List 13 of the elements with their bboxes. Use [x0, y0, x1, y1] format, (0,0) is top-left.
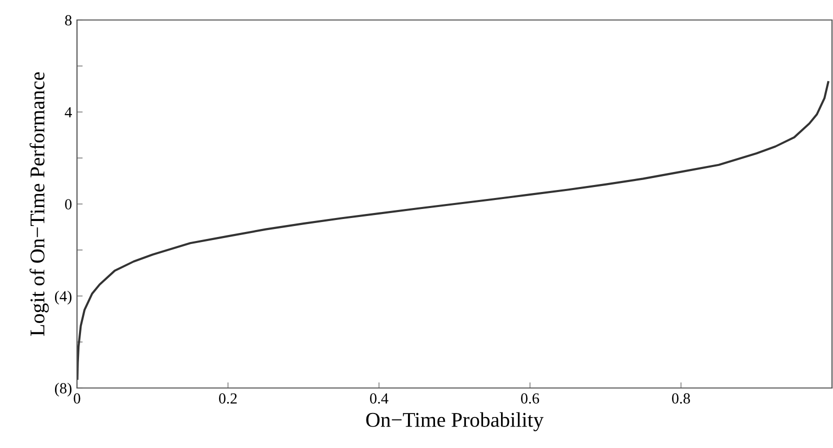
y-tick-label: 8	[65, 15, 72, 26]
x-tick-label: 0.6	[521, 393, 540, 404]
x-tick-label: 0.2	[219, 393, 237, 404]
x-tick-label: 0.8	[672, 393, 690, 404]
y-tick-label: (4)	[54, 290, 72, 305]
y-axis-title: Logit of On−Time Performance	[30, 72, 49, 336]
x-axis-title: On−Time Probability	[366, 412, 544, 432]
y-tick-label: 0	[65, 199, 72, 210]
line-series	[77, 81, 830, 380]
x-tick-label: 0	[74, 393, 80, 404]
y-tick-label: 4	[64, 107, 72, 118]
y-tick-label: (8)	[54, 382, 72, 397]
x-tick-label: 0.4	[370, 393, 388, 404]
